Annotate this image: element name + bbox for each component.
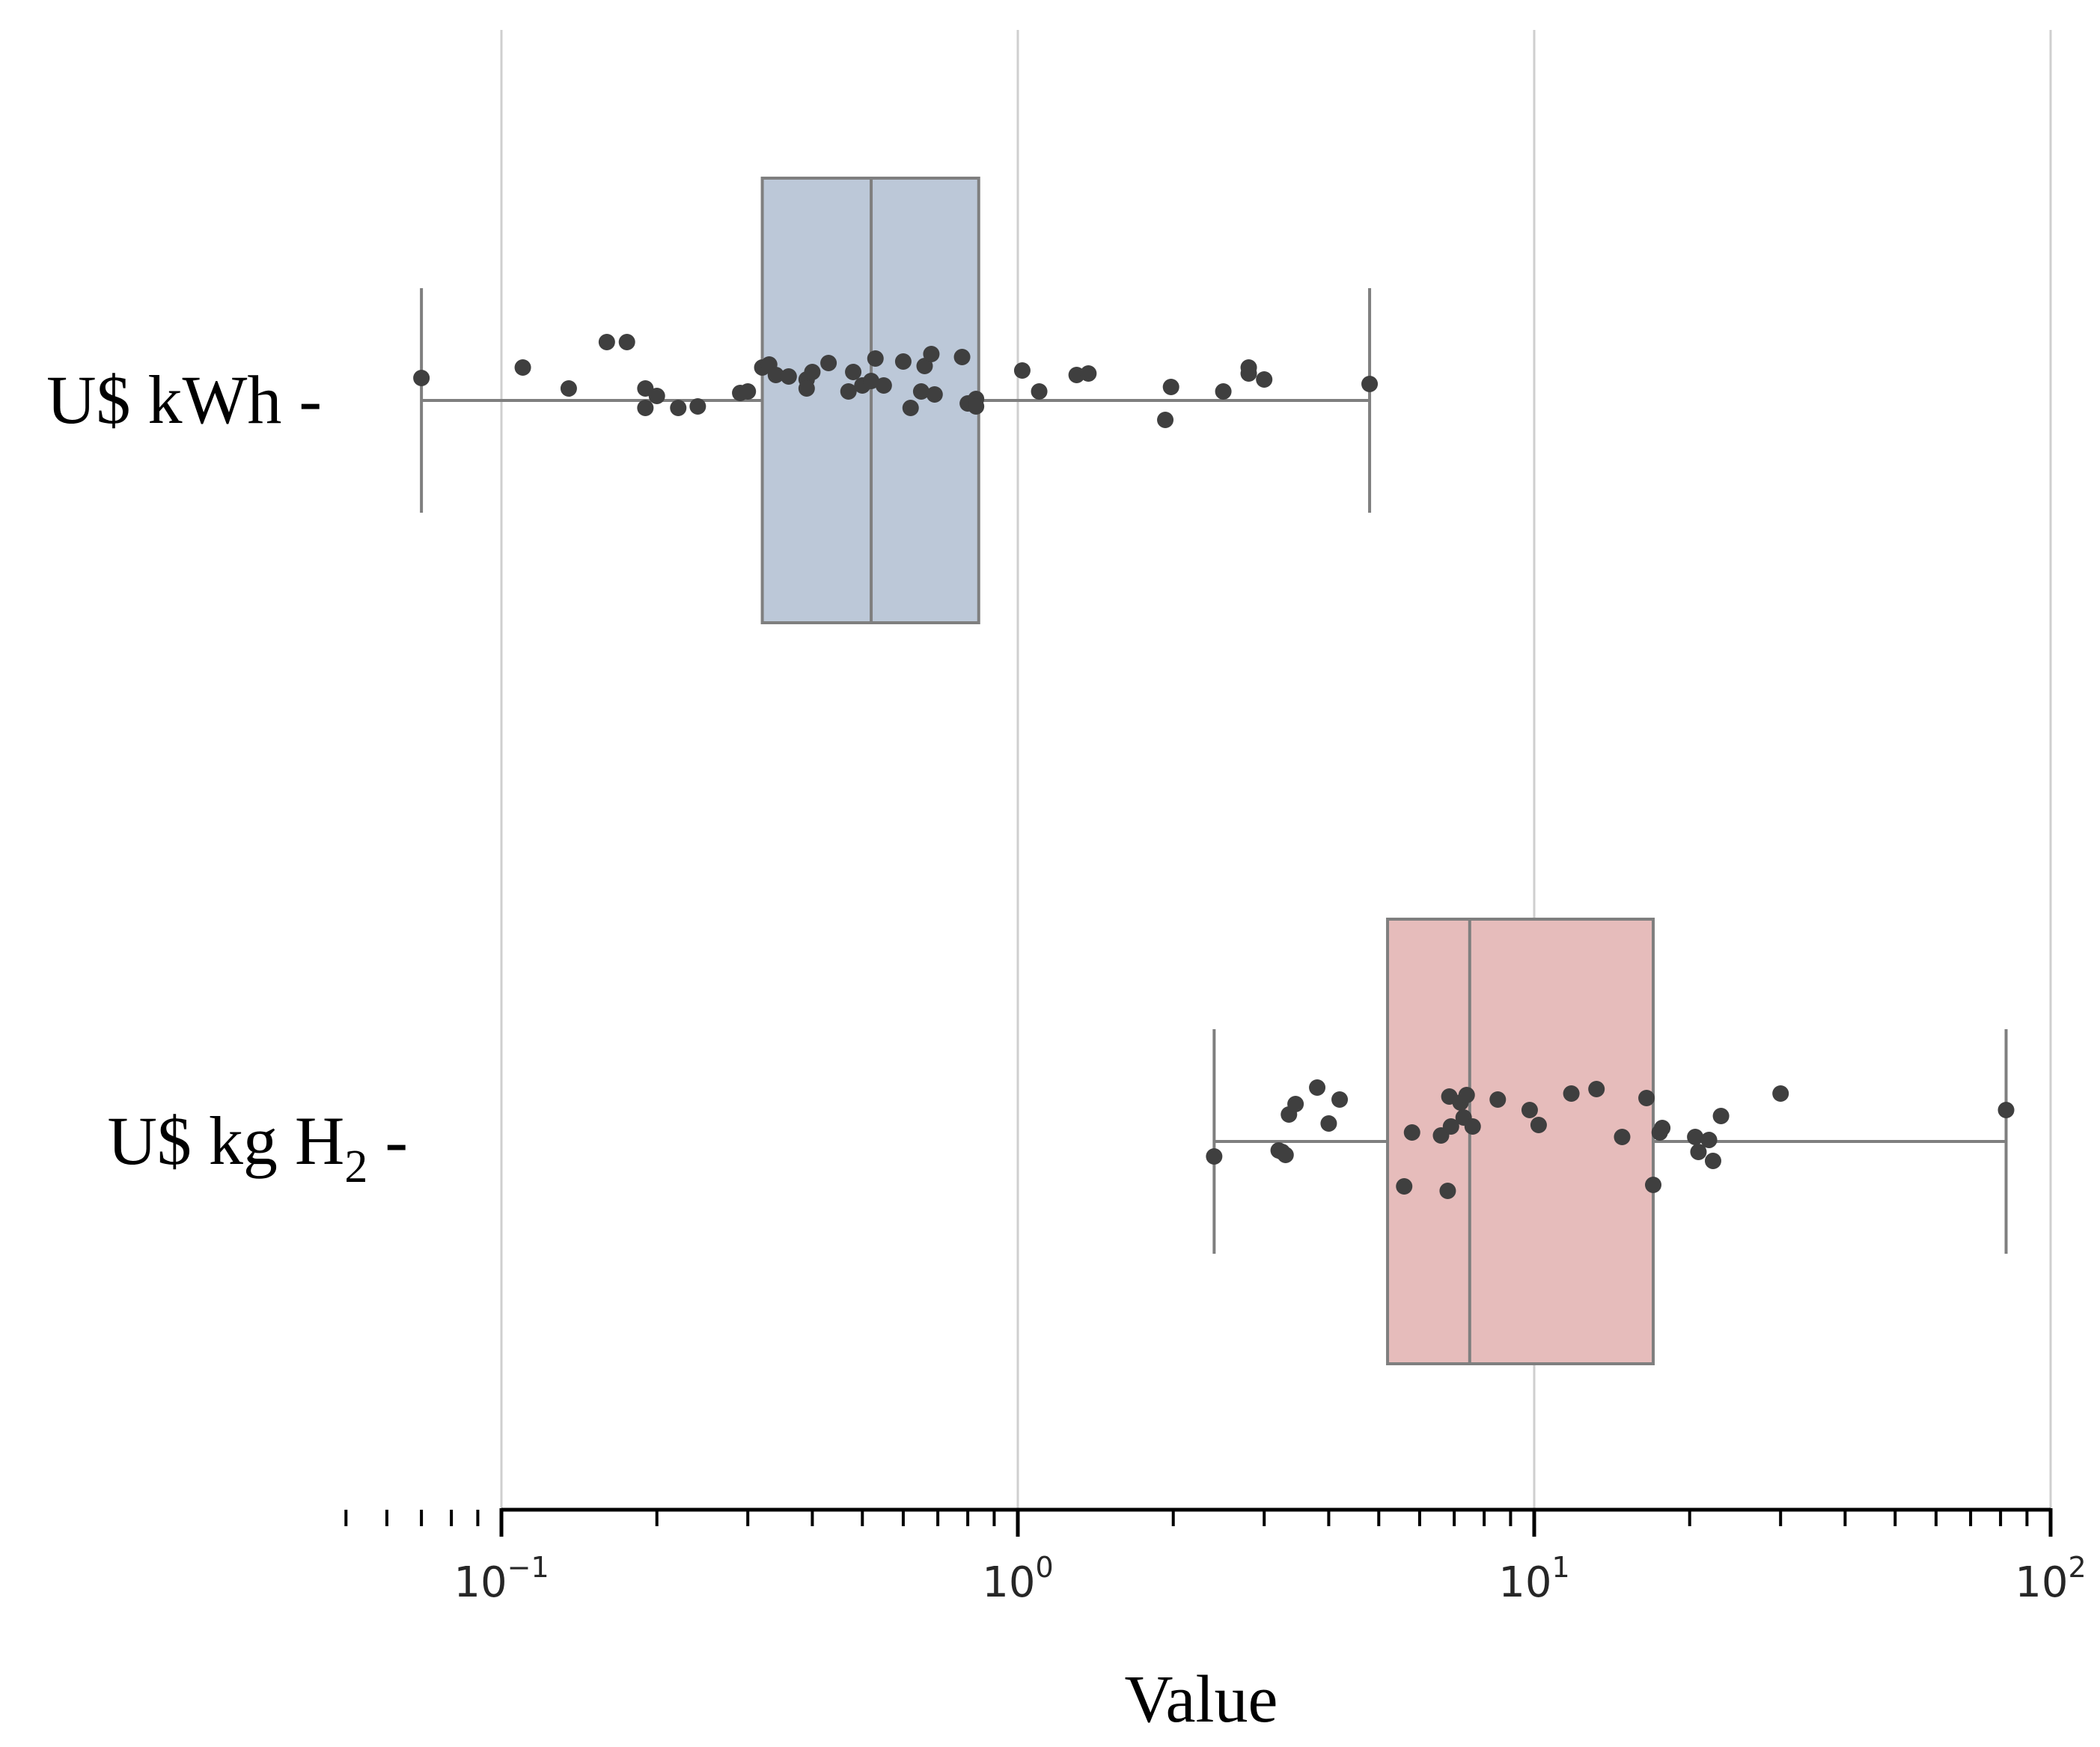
data-point — [875, 377, 892, 394]
tick-label: 10−1 — [454, 1551, 549, 1607]
data-point — [1442, 1118, 1459, 1135]
data-point — [1521, 1102, 1538, 1118]
box-layer — [413, 177, 2015, 1365]
data-point — [1704, 1153, 1721, 1169]
data-point — [1031, 383, 1048, 400]
data-point — [1157, 412, 1174, 428]
data-point — [1712, 1108, 1730, 1124]
data-point — [1162, 379, 1179, 395]
data-point — [670, 400, 687, 416]
tick-label: 102 — [2015, 1551, 2086, 1607]
data-point — [1588, 1081, 1605, 1097]
data-point — [1530, 1117, 1547, 1133]
category-label-1: U$ kg H2 - — [107, 1103, 408, 1192]
data-point — [912, 383, 930, 400]
data-point — [1287, 1096, 1304, 1112]
data-point — [820, 355, 837, 371]
box-iqr — [1386, 918, 1655, 1365]
data-point — [1215, 383, 1232, 400]
data-point — [1489, 1091, 1507, 1108]
data-point — [1080, 365, 1097, 382]
data-point — [1206, 1148, 1223, 1165]
data-point — [1687, 1129, 1704, 1145]
data-point — [1772, 1085, 1789, 1102]
data-point — [845, 364, 862, 380]
data-point — [916, 358, 933, 374]
data-point — [598, 334, 615, 350]
data-point — [689, 398, 706, 415]
data-point — [1277, 1147, 1294, 1163]
data-point — [798, 380, 815, 397]
data-point — [767, 367, 784, 383]
data-point — [1458, 1087, 1475, 1103]
data-point — [413, 370, 430, 386]
data-point — [739, 383, 757, 400]
data-point — [894, 353, 912, 370]
data-point — [867, 350, 884, 367]
tick-label: 101 — [1498, 1551, 1569, 1607]
grid-layer — [500, 30, 2052, 1510]
data-point — [618, 334, 635, 350]
series-1 — [1206, 918, 2015, 1365]
data-point — [968, 398, 985, 415]
data-point — [1700, 1132, 1718, 1148]
data-point — [926, 386, 943, 403]
data-point — [863, 373, 880, 389]
category-label-0: U$ kWh - — [46, 362, 322, 438]
data-point — [637, 400, 654, 416]
data-point — [1240, 359, 1257, 376]
data-point — [1439, 1183, 1456, 1199]
data-point — [1563, 1085, 1580, 1102]
data-point — [648, 388, 665, 404]
data-point — [560, 380, 577, 397]
data-point — [804, 364, 821, 380]
data-point — [1403, 1124, 1420, 1141]
data-point — [1256, 371, 1273, 388]
data-point — [1361, 376, 1379, 392]
data-point — [780, 368, 797, 385]
data-point — [1997, 1102, 2015, 1118]
data-point — [1331, 1091, 1349, 1108]
data-point — [1645, 1177, 1662, 1193]
data-point — [840, 383, 857, 400]
data-point — [1638, 1090, 1655, 1106]
tick-label: 100 — [982, 1551, 1053, 1607]
x-axis-title: Value — [1125, 1662, 1278, 1737]
category-labels: U$ kWh - U$ kg H2 - — [46, 362, 408, 1192]
data-point — [514, 359, 531, 376]
series-0 — [413, 177, 1379, 624]
data-point — [1396, 1178, 1413, 1195]
data-point — [953, 349, 971, 365]
data-point — [1690, 1144, 1707, 1160]
data-point — [902, 400, 919, 416]
data-point — [1614, 1129, 1631, 1145]
data-point — [1464, 1118, 1481, 1135]
data-point — [1013, 362, 1031, 379]
data-point — [1654, 1120, 1671, 1136]
data-point — [923, 346, 940, 362]
x-axis: 10−1 100 101 102 — [344, 1507, 2087, 1607]
data-point — [1309, 1079, 1326, 1096]
data-point — [1320, 1115, 1337, 1132]
